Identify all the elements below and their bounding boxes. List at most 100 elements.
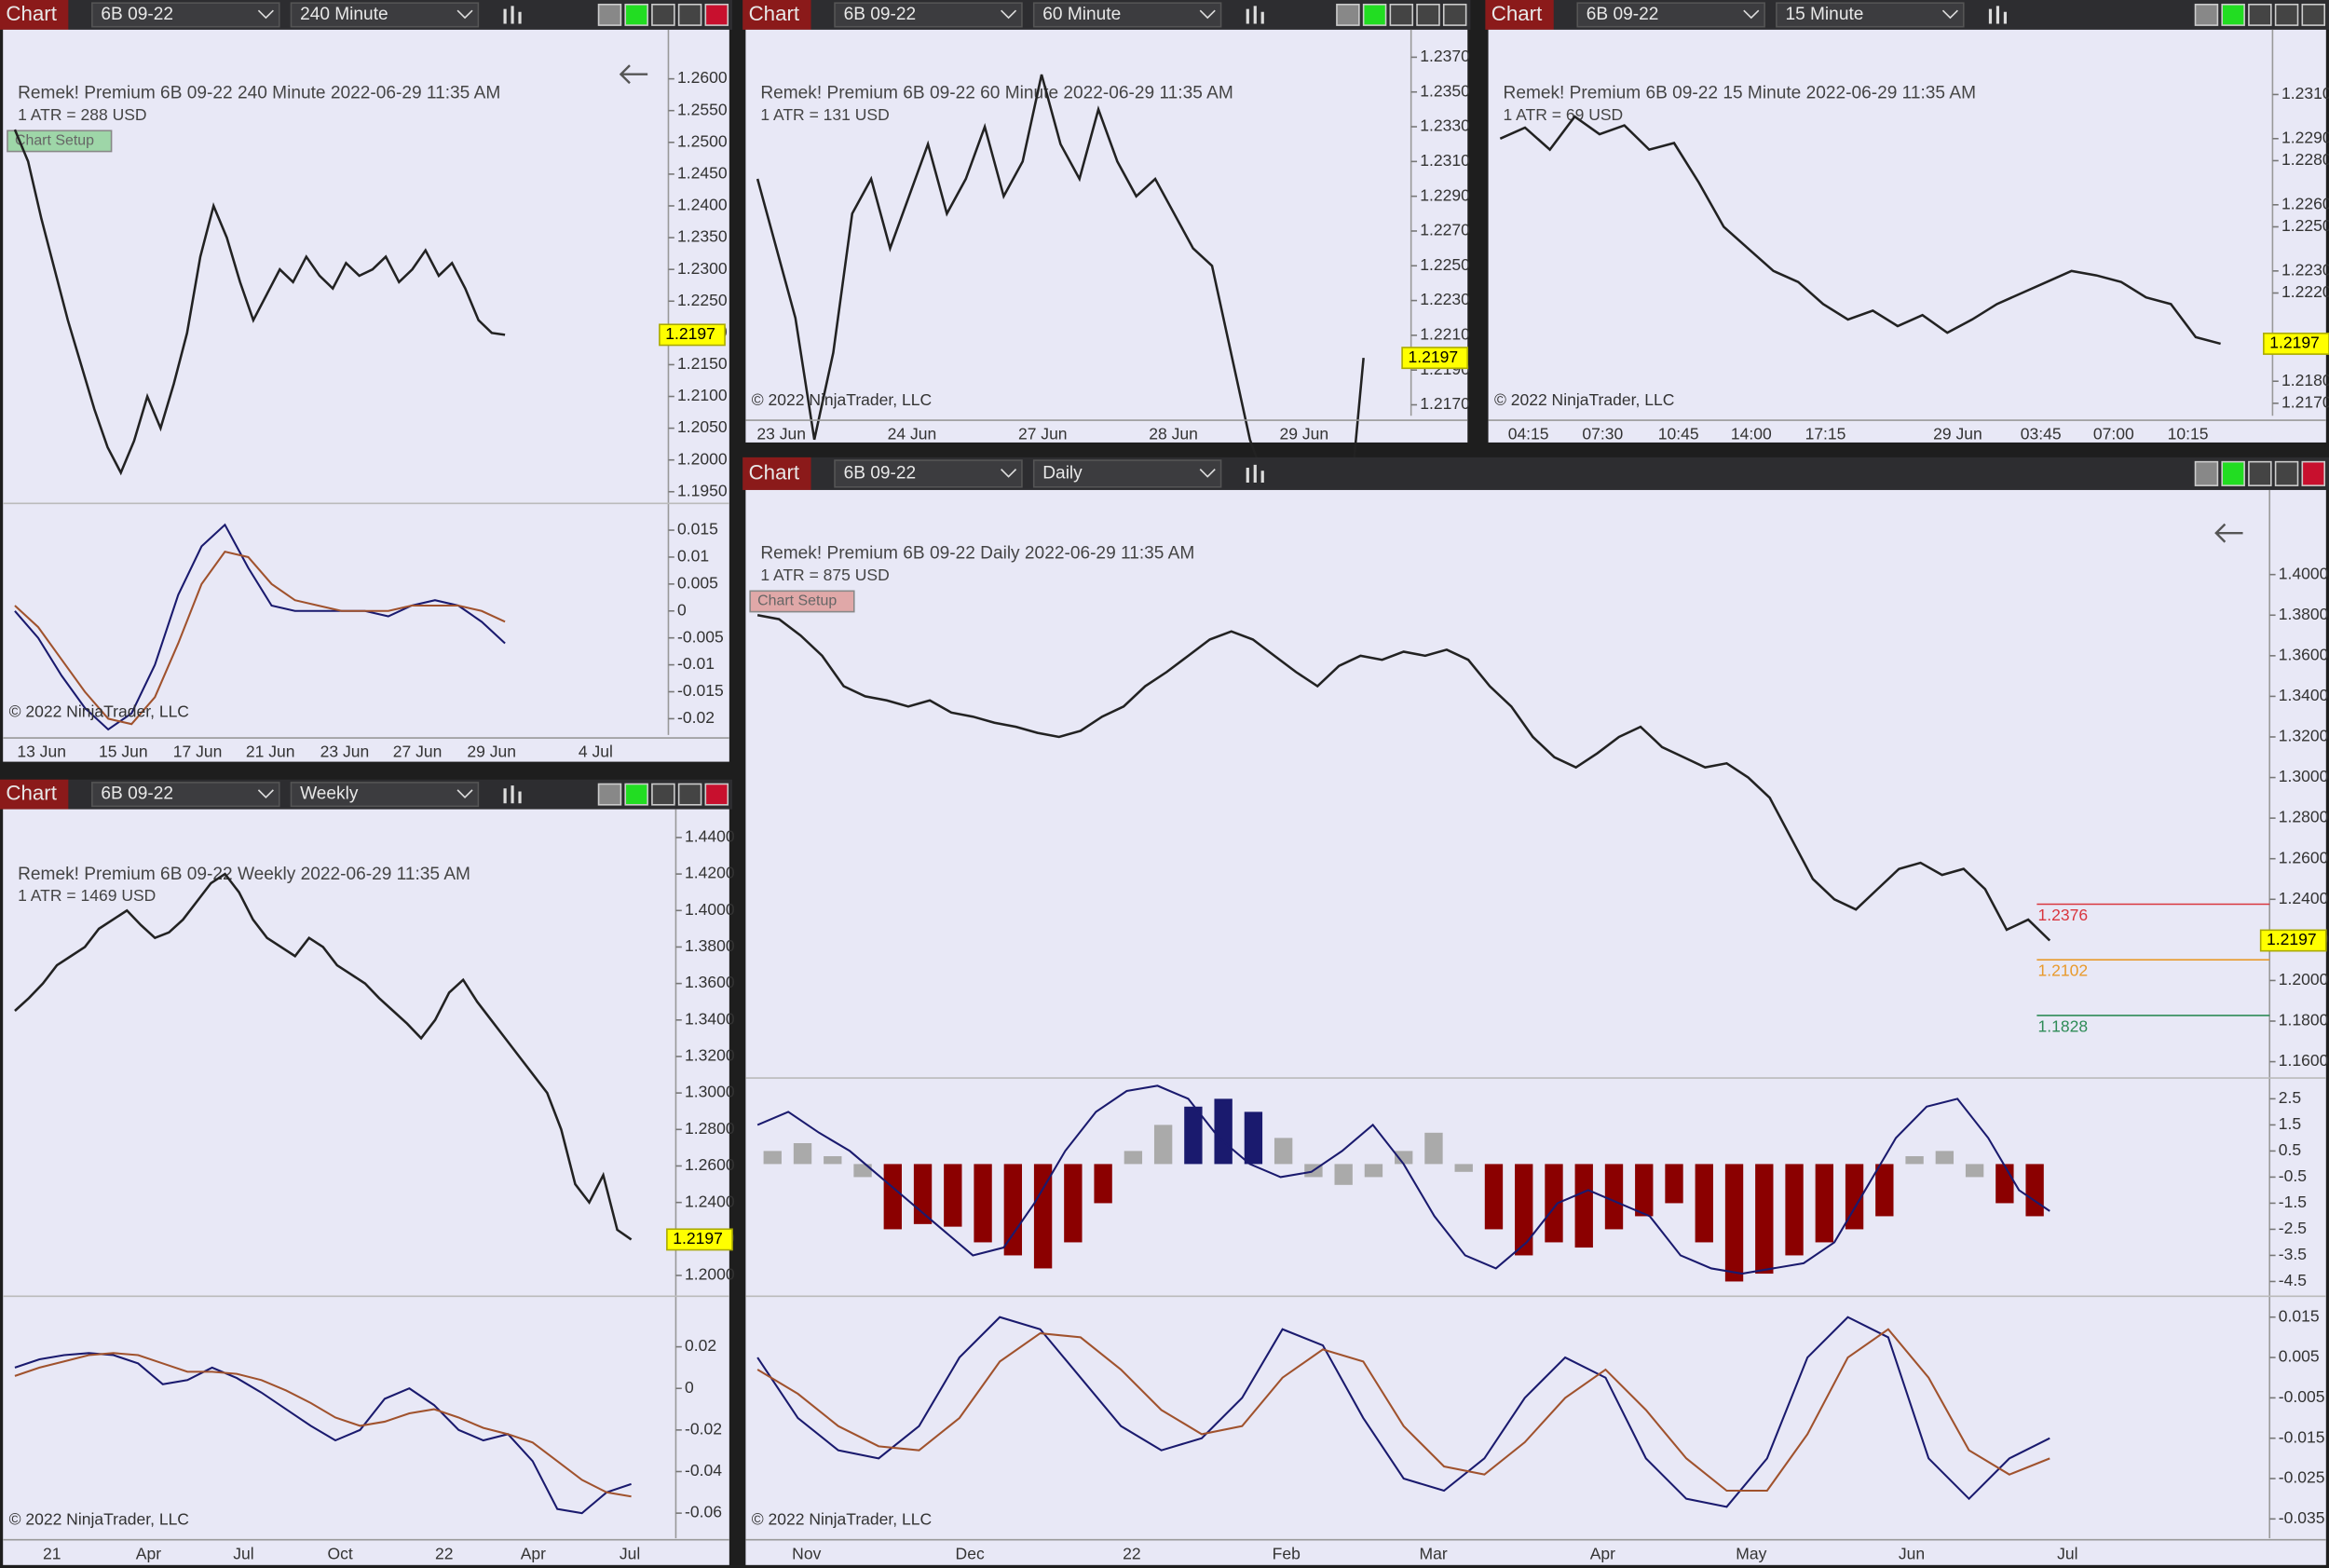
- y-tick-label: 1.3600: [685, 973, 735, 991]
- instrument-label: 6B 09-22: [101, 5, 173, 24]
- x-tick-label: Apr: [1590, 1544, 1615, 1562]
- window-gray[interactable]: [597, 3, 622, 26]
- interval-select[interactable]: [290, 782, 480, 808]
- y-tick-label: 1.3000: [685, 1083, 735, 1101]
- bars-type-icon[interactable]: [1246, 464, 1264, 483]
- dropdown-arrow: [257, 9, 274, 20]
- window-green[interactable]: [2221, 460, 2245, 486]
- x-tick-label: 28 Jun: [1149, 425, 1198, 443]
- window-minimize[interactable]: [2248, 3, 2272, 26]
- histogram-bar: [1665, 1164, 1683, 1204]
- bars-type-icon[interactable]: [503, 785, 522, 804]
- setup-badge[interactable]: [749, 590, 855, 613]
- window-gray[interactable]: [597, 783, 622, 806]
- dropdown-arrow: [456, 789, 473, 798]
- x-tick-label: 24 Jun: [888, 425, 937, 443]
- interval-label: 15 Minute: [1785, 5, 1863, 24]
- window-minimize[interactable]: [651, 3, 675, 26]
- window-green[interactable]: [624, 783, 648, 806]
- chart-bg: [745, 489, 2326, 1565]
- histogram-bar: [1785, 1164, 1804, 1256]
- window-close[interactable]: [2301, 3, 2326, 26]
- last-price-box: [666, 1228, 733, 1251]
- histogram-bar: [1604, 1164, 1624, 1230]
- instrument-select[interactable]: [834, 2, 1023, 28]
- histogram-bar: [1124, 1151, 1143, 1165]
- bars-type-icon[interactable]: [1246, 6, 1264, 24]
- toolbar: Chart 6B 09-22 Weekly: [0, 779, 733, 810]
- bars-type-icon[interactable]: [1988, 6, 2008, 24]
- y-tick-label: 1.2170: [1420, 394, 1470, 413]
- atr-label: 1 ATR = 1469 USD: [18, 886, 156, 905]
- instrument-select[interactable]: [834, 459, 1023, 488]
- window-maximize[interactable]: [2274, 3, 2299, 26]
- window-close[interactable]: [2301, 460, 2326, 486]
- interval-select[interactable]: [1032, 459, 1222, 488]
- chart-header: Remek! Premium 6B 09-22 Weekly 2022-06-2…: [18, 865, 470, 884]
- interval-select[interactable]: [290, 2, 480, 28]
- y-tick-label: 2.5: [2279, 1088, 2301, 1107]
- back-arrow[interactable]: [2214, 523, 2243, 543]
- window-minimize[interactable]: [1389, 3, 1414, 26]
- x-tick-label: Oct: [327, 1544, 352, 1562]
- price-line: [13, 129, 506, 476]
- y-tick-label: 1.2220: [2281, 282, 2329, 301]
- histogram-bar: [1424, 1132, 1443, 1165]
- y-tick-label: 1.2230: [1420, 290, 1470, 308]
- y-tick-label: 1.2150: [677, 354, 728, 373]
- window-maximize[interactable]: [677, 3, 702, 26]
- dropdown-arrow: [1199, 9, 1216, 20]
- window-green[interactable]: [2221, 3, 2245, 26]
- y-tick-label: 1.2000: [685, 1265, 735, 1284]
- window-maximize[interactable]: [677, 783, 702, 806]
- price-line: [756, 614, 2051, 942]
- x-tick-label: Apr: [136, 1544, 161, 1562]
- x-tick-label: 21 Jun: [246, 743, 295, 761]
- interval-select[interactable]: [1776, 2, 1965, 28]
- y-tick-label: 1.3600: [2279, 645, 2329, 663]
- window-maximize[interactable]: [2274, 460, 2299, 486]
- instrument-select[interactable]: [91, 782, 280, 808]
- histogram-bar: [883, 1164, 902, 1230]
- bars-type-icon[interactable]: [503, 6, 522, 24]
- setup-label: Chart Setup: [15, 133, 94, 149]
- window-close[interactable]: [1442, 3, 1467, 26]
- last-price-box: [1401, 347, 1469, 370]
- y-tick-label: 0.01: [677, 547, 709, 566]
- window-gray[interactable]: [1336, 3, 1360, 26]
- y-tick-label: -0.5: [2279, 1166, 2307, 1185]
- copyright: © 2022 NinjaTrader, LLC: [9, 1510, 189, 1529]
- instrument-select[interactable]: [91, 2, 280, 28]
- back-arrow[interactable]: [619, 64, 648, 85]
- last-price-box: [2263, 332, 2329, 355]
- histogram-bar: [1184, 1106, 1203, 1165]
- instrument-label: 6B 09-22: [1587, 5, 1659, 24]
- window-gray[interactable]: [2194, 3, 2219, 26]
- y-tick-label: 1.2350: [1420, 81, 1470, 100]
- window-green[interactable]: [1362, 3, 1387, 26]
- instrument-select[interactable]: [1576, 2, 1765, 28]
- window-close[interactable]: [704, 783, 729, 806]
- x-tick-label: 07:00: [2093, 425, 2134, 443]
- window-gray[interactable]: [2194, 460, 2219, 486]
- window-minimize[interactable]: [2248, 460, 2272, 486]
- y-tick-label: 0.015: [2279, 1306, 2320, 1325]
- window-green[interactable]: [624, 3, 648, 26]
- y-tick-label: 1.3200: [685, 1046, 735, 1065]
- interval-select[interactable]: [1032, 2, 1222, 28]
- x-tick-label: 17:15: [1805, 425, 1846, 443]
- y-tick-label: 1.2800: [685, 1119, 735, 1138]
- window-minimize[interactable]: [651, 783, 675, 806]
- y-tick-label: 1.2600: [685, 1155, 735, 1174]
- setup-badge[interactable]: [7, 130, 113, 153]
- indicator-line: [756, 1084, 2050, 1275]
- y-tick-label: 1.2450: [677, 164, 728, 183]
- copyright: © 2022 NinjaTrader, LLC: [752, 1510, 932, 1529]
- histogram-bar: [1965, 1164, 1984, 1178]
- y-tick-label: -0.015: [2279, 1427, 2325, 1446]
- last-price-box: [659, 323, 726, 347]
- window-maximize[interactable]: [1416, 3, 1440, 26]
- price-level-label: 1.2376: [2038, 906, 2089, 924]
- window-close[interactable]: [704, 3, 729, 26]
- chart-header: Remek! Premium 6B 09-22 60 Minute 2022-0…: [760, 83, 1233, 102]
